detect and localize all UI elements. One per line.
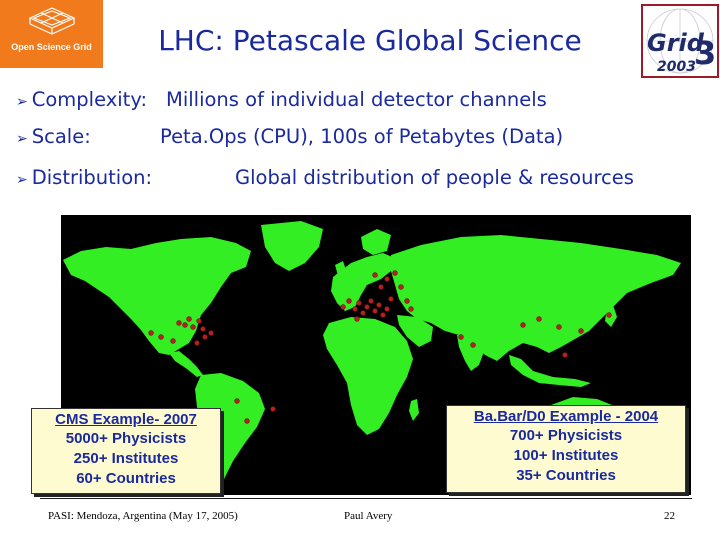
osg-grid-icon	[28, 7, 76, 35]
site-marker	[176, 320, 182, 326]
footer-author: Paul Avery	[344, 510, 393, 522]
site-marker	[356, 300, 362, 306]
babar-callout-physicists: 700+ Physicists	[509, 427, 623, 444]
site-marker	[408, 306, 414, 312]
site-marker	[380, 312, 386, 318]
site-markers	[148, 270, 612, 450]
grid3-logo-digit: 3	[694, 34, 716, 72]
bullet-key: Distribution:	[31, 166, 153, 189]
site-marker	[360, 310, 366, 316]
grid3-logo-text: Grid	[647, 29, 705, 57]
site-marker	[606, 312, 612, 318]
north-america	[63, 237, 251, 355]
footer-divider	[40, 498, 692, 499]
bullet-value: Millions of individual detector channels	[166, 88, 547, 111]
asia	[391, 235, 681, 361]
europe	[331, 253, 397, 311]
bullet-value: Peta.Ops (CPU), 100s of Petabytes (Data)	[160, 125, 564, 148]
footer-page-number: 22	[664, 510, 675, 522]
osg-logo-text: Open Science Grid	[11, 42, 92, 52]
southeast-asia	[509, 355, 591, 387]
site-marker	[270, 406, 276, 412]
cms-callout-institutes: 250+ Institutes	[73, 450, 179, 467]
bullet-arrow-icon: ➢	[16, 172, 28, 188]
site-marker	[378, 284, 384, 290]
site-marker	[196, 318, 202, 324]
site-marker	[562, 352, 568, 358]
site-marker	[148, 330, 154, 336]
madagascar	[409, 399, 419, 421]
site-marker	[352, 306, 358, 312]
site-marker	[372, 272, 378, 278]
footer-event: PASI: Mendoza, Argentina (May 17, 2005)	[48, 510, 238, 522]
bullet-key: Complexity:	[31, 88, 148, 111]
grid3-logo-year: 2003	[657, 59, 696, 75]
slide-title: LHC: Petascale Global Science	[158, 24, 582, 57]
india	[457, 335, 485, 371]
africa	[323, 317, 413, 435]
bullet-distribution: ➢ Distribution: Global distribution of pe…	[16, 166, 634, 189]
bullet-value: Global distribution of people & resource…	[235, 166, 634, 189]
site-marker	[364, 304, 370, 310]
site-marker	[470, 342, 476, 348]
site-marker	[200, 326, 206, 332]
site-marker	[520, 322, 526, 328]
site-marker	[354, 316, 360, 322]
site-marker	[170, 338, 176, 344]
site-marker	[384, 306, 390, 312]
cms-example-callout: CMS Example- 2007 5000+ Physicists 250+ …	[31, 408, 221, 494]
site-marker	[244, 418, 250, 424]
site-marker	[182, 322, 188, 328]
grid3-logo: Grid 3 2003	[641, 4, 719, 78]
site-marker	[190, 324, 196, 330]
site-marker	[556, 324, 562, 330]
site-marker	[194, 340, 200, 346]
babar-callout-institutes: 100+ Institutes	[513, 447, 619, 464]
cms-callout-heading: CMS Example- 2007	[55, 411, 197, 428]
site-marker	[392, 270, 398, 276]
site-marker	[234, 398, 240, 404]
open-science-grid-logo: Open Science Grid	[0, 0, 103, 68]
bullet-key: Scale:	[31, 125, 91, 148]
site-marker	[376, 302, 382, 308]
greenland	[261, 221, 323, 271]
arabian-peninsula	[397, 315, 433, 347]
site-marker	[536, 316, 542, 322]
site-marker	[398, 284, 404, 290]
site-marker	[346, 298, 352, 304]
site-marker	[372, 308, 378, 314]
site-marker	[384, 276, 390, 282]
site-marker	[368, 298, 374, 304]
cms-callout-physicists: 5000+ Physicists	[65, 430, 187, 447]
scandinavia	[361, 229, 391, 255]
bullet-arrow-icon: ➢	[16, 94, 28, 110]
site-marker	[578, 328, 584, 334]
site-marker	[158, 334, 164, 340]
site-marker	[388, 296, 394, 302]
central-america	[169, 351, 203, 377]
united-kingdom	[335, 261, 347, 279]
bullet-scale: ➢ Scale: Peta.Ops (CPU), 100s of Petabyte…	[16, 125, 563, 148]
site-marker	[404, 298, 410, 304]
cms-callout-countries: 60+ Countries	[76, 470, 176, 487]
bullet-complexity: ➢ Complexity: Millions of individual dete…	[16, 88, 547, 111]
bullet-arrow-icon: ➢	[16, 131, 28, 147]
site-marker	[458, 334, 464, 340]
site-marker	[202, 334, 208, 340]
site-marker	[208, 330, 214, 336]
babar-d0-example-callout: Ba.Bar/D0 Example - 2004 700+ Physicists…	[446, 405, 686, 493]
site-marker	[340, 304, 346, 310]
babar-callout-countries: 35+ Countries	[516, 467, 616, 484]
babar-callout-heading: Ba.Bar/D0 Example - 2004	[473, 408, 659, 425]
site-marker	[186, 316, 192, 322]
